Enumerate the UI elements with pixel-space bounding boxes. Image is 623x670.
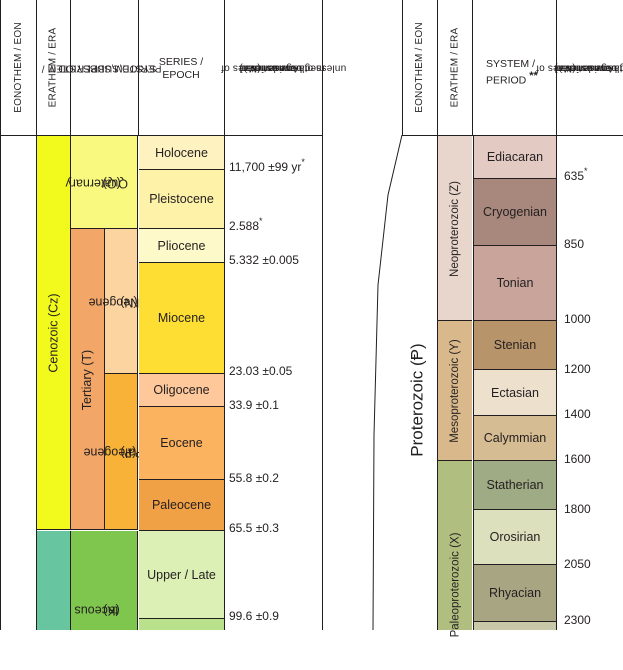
age-holocene-base: 11,700 ±99 yr* xyxy=(229,157,305,174)
age-upper-cretaceous-base: 99.6 ±0.9 xyxy=(229,609,279,623)
age-1600: 1600 xyxy=(564,452,591,466)
neogene-subperiod-block xyxy=(104,229,138,374)
age-oligocene-base: 33.9 ±0.1 xyxy=(229,398,279,412)
epoch-holocene: Holocene xyxy=(139,136,224,170)
paleoproterozoic-era-block xyxy=(438,461,472,630)
left-header-eonothem: EONOTHEM / EON xyxy=(12,22,24,113)
quaternary-period-label: Quaternary (Q) xyxy=(65,176,128,190)
neogene-subperiod-label: Neogene (N) xyxy=(88,295,139,309)
eon-boundary-line xyxy=(372,135,403,630)
period-ediacaran: Ediacaran xyxy=(473,136,556,179)
period-rhyacian: Rhyacian xyxy=(473,565,556,622)
period-stenian: Stenian xyxy=(473,321,556,370)
epoch-upper-late: Upper / Late xyxy=(139,531,224,619)
age-pleistocene-base: 2.588* xyxy=(229,216,263,233)
cretaceous-period-label: taceous (K) xyxy=(74,603,120,618)
proterozoic-eon-label: Proterozoic (Ᵽ) xyxy=(408,343,427,457)
right-header-system: SYSTEM / PERIOD ** xyxy=(486,58,538,87)
left-header-age: Age estimates of boundaries in mega-annum … xyxy=(220,62,346,73)
age-paleocene-base: 65.5 ±0.3 xyxy=(229,521,279,535)
age-850: 850 xyxy=(564,237,585,251)
tertiary-period-block xyxy=(70,229,104,530)
epoch-pliocene: Pliocene xyxy=(139,229,224,263)
cenozoic-era-block xyxy=(37,136,70,530)
age-1800: 1800 xyxy=(564,502,591,516)
age-miocene-base: 23.03 ±0.05 xyxy=(229,364,293,378)
mesoproterozoic-era-label: Mesoproterozoic (Y) xyxy=(449,339,462,443)
paleoproterozoic-era-label: Paleoproterozoic (X) xyxy=(449,532,462,638)
cretaceous-period-block xyxy=(70,531,138,630)
epoch-pleistocene: Pleistocene xyxy=(139,170,224,229)
left-header-system: SYSTEM,SUBSYSTEM / PERIOD,SUBPERIOD xyxy=(41,62,162,73)
right-header-eonothem: EONOTHEM / EON xyxy=(414,22,425,113)
age-eocene-base: 55.8 ±0.2 xyxy=(229,471,279,485)
age-1000: 1000 xyxy=(564,312,591,326)
period-statherian: Statherian xyxy=(473,461,556,510)
age-2300: 2300 xyxy=(564,613,591,627)
age-1200: 1200 xyxy=(564,362,591,376)
epoch-lower-partial xyxy=(139,619,224,630)
age-pliocene-base: 5.332 ±0.005 xyxy=(229,253,299,267)
period-ectasian: Ectasian xyxy=(473,370,556,416)
epoch-miocene: Miocene xyxy=(139,263,224,374)
epoch-paleocene: Paleocene xyxy=(139,480,224,531)
paleogene-subperiod-block xyxy=(104,374,138,530)
period-tonian: Tonian xyxy=(473,246,556,321)
neoproterozoic-era-label: Neoproterozoic (Z) xyxy=(449,180,461,277)
age-635: 635* xyxy=(564,166,588,183)
left-header-series: SERIES / EPOCH xyxy=(158,56,204,81)
mesoproterozoic-era-block xyxy=(438,321,472,461)
age-1400: 1400 xyxy=(564,407,591,421)
epoch-oligocene: Oligocene xyxy=(139,374,224,407)
epoch-eocene: Eocene xyxy=(139,407,224,480)
period-calymmian: Calymmian xyxy=(473,416,556,461)
right-header-erathem: ERATHEM / ERA xyxy=(449,27,460,108)
tertiary-period-label: Tertiary (T) xyxy=(80,349,95,410)
quaternary-period-block xyxy=(70,136,138,229)
mesozoic-era-block xyxy=(37,531,70,630)
period-siderian-partial xyxy=(473,622,556,630)
age-2050: 2050 xyxy=(564,557,591,571)
period-orosirian: Orosirian xyxy=(473,510,556,565)
period-cryogenian: Cryogenian xyxy=(473,179,556,246)
neoproterozoic-era-block xyxy=(438,136,472,321)
cenozoic-era-label: Cenozoic (Cz) xyxy=(46,293,61,373)
paleogene-subperiod-label: Paleogene (Ꝑ) xyxy=(83,445,144,460)
